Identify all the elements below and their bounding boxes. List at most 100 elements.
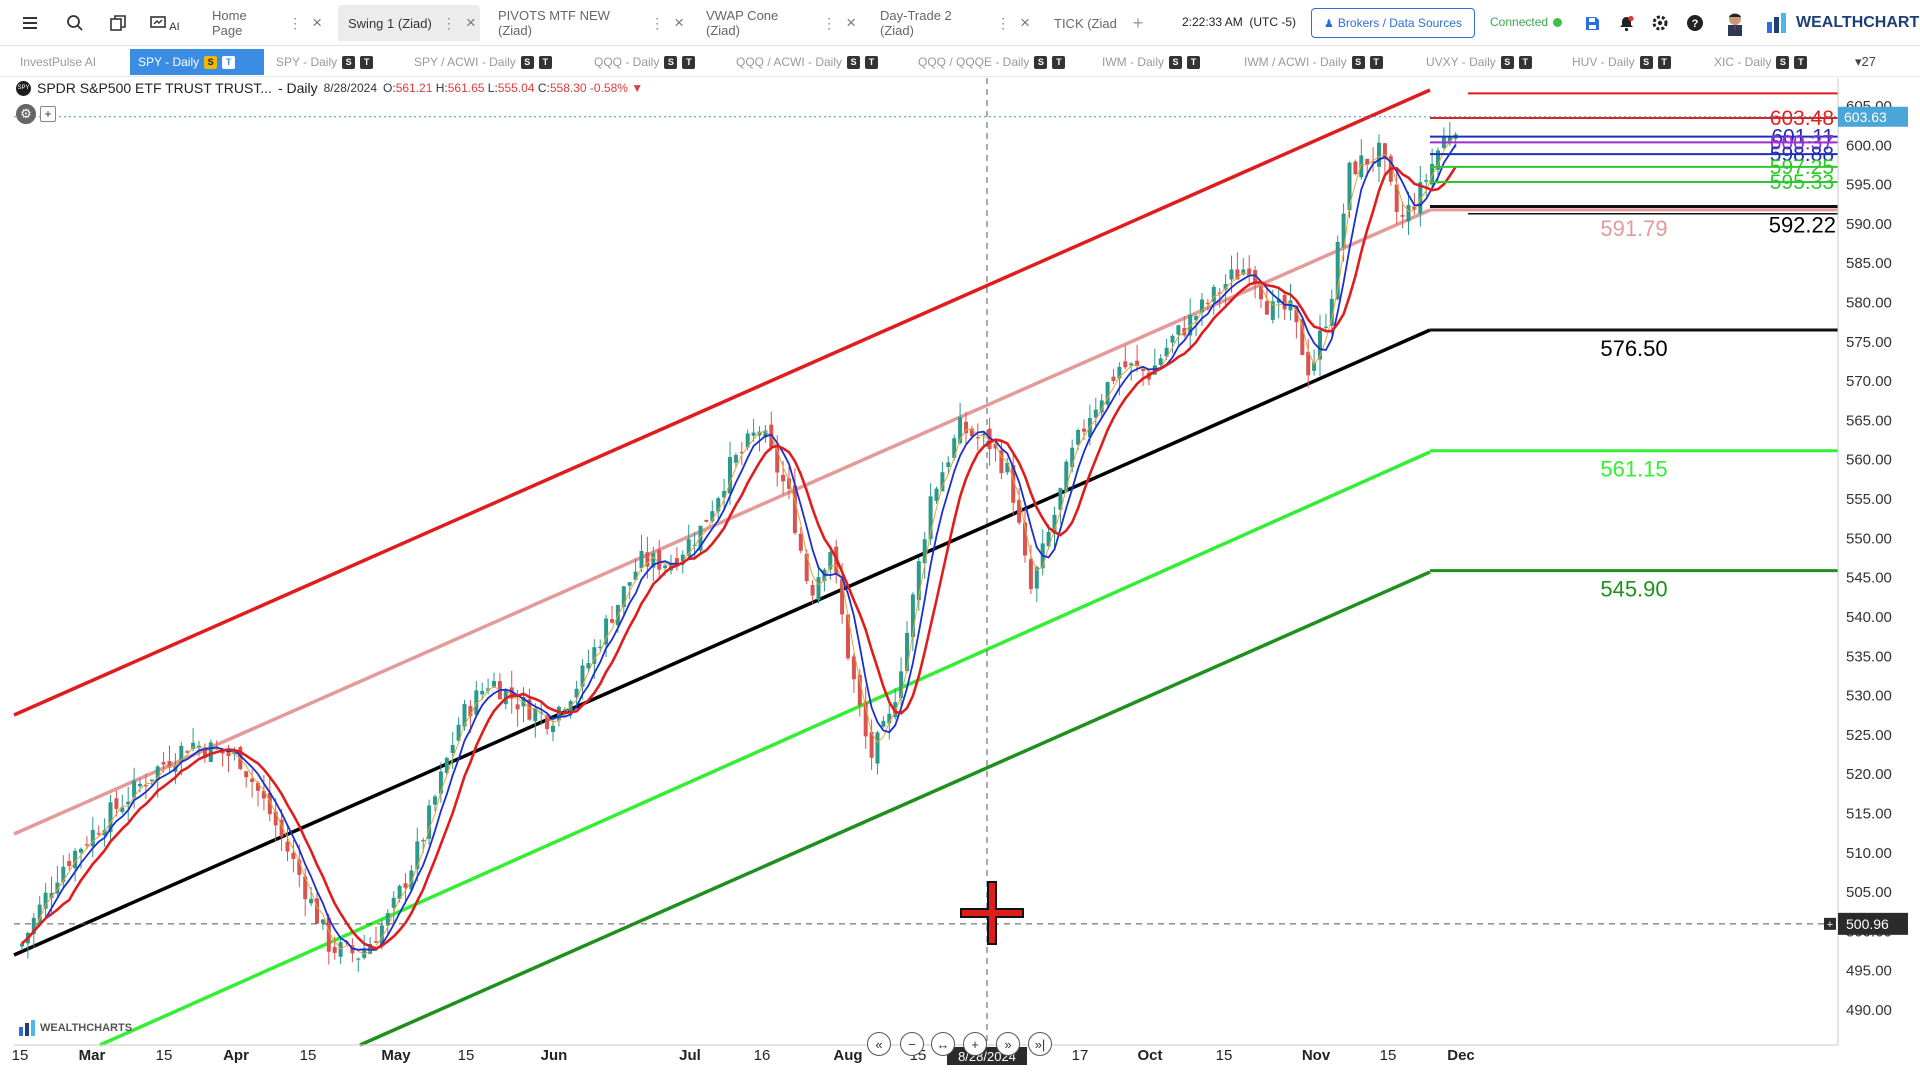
ai-tools-icon[interactable]: AI bbox=[148, 9, 182, 37]
chart-tab-label: SPY / ACWI - Daily bbox=[414, 55, 516, 69]
t-badge[interactable]: T bbox=[1794, 55, 1808, 69]
reset-view-button[interactable]: ↔ bbox=[931, 1032, 955, 1056]
tab-vwap-cone[interactable]: VWAP Cone (Ziad) ⋮ × bbox=[696, 5, 856, 41]
close-icon[interactable]: × bbox=[1020, 13, 1030, 32]
chart-tab-qqq-qqqe[interactable]: QQQ / QQQE - Daily S T bbox=[910, 49, 1090, 75]
chart-tab-xic[interactable]: XIC - Daily S T bbox=[1706, 49, 1836, 75]
chart-tab-investpulse[interactable]: InvestPulse AI bbox=[12, 49, 130, 75]
brokers-button[interactable]: ♟ Brokers / Data Sources bbox=[1311, 8, 1475, 38]
chart-interval[interactable]: - Daily bbox=[277, 80, 318, 96]
tab-menu-icon[interactable]: ⋮ bbox=[441, 14, 456, 31]
close-icon[interactable]: × bbox=[846, 13, 856, 32]
s-badge[interactable]: S bbox=[1034, 55, 1048, 69]
zoom-in-button[interactable]: + bbox=[963, 1032, 987, 1056]
tab-home-page[interactable]: Home Page ⋮ × bbox=[202, 5, 322, 41]
go-to-latest-button[interactable]: »| bbox=[1028, 1032, 1052, 1056]
chart-tab-spy-acwi[interactable]: SPY / ACWI - Daily S T bbox=[406, 49, 586, 75]
price-levels: 603.48601.11600.37598.88597.25595.33592.… bbox=[1430, 92, 1838, 602]
price-level-label: 561.15 bbox=[1600, 457, 1667, 482]
t-badge[interactable]: T bbox=[1187, 55, 1200, 69]
s-badge[interactable]: S bbox=[342, 55, 356, 69]
instrument-name[interactable]: SPDR S&P500 ETF TRUST TRUST... bbox=[37, 80, 272, 96]
s-badge[interactable]: S bbox=[1776, 55, 1790, 69]
avatar[interactable] bbox=[1721, 9, 1749, 37]
settings-gear-icon[interactable]: ⚙ bbox=[16, 104, 36, 124]
time-axis[interactable]: 15 Mar 15 Apr 15 May 15 Jun Jul 16 Aug 15 17 Oct 15 Nov… bbox=[12, 1044, 1838, 1064]
s-badge[interactable]: S bbox=[204, 55, 218, 69]
chevron-down-icon: ▾ bbox=[1855, 54, 1862, 69]
tab-menu-icon[interactable]: ⋮ bbox=[288, 14, 303, 31]
search-icon[interactable] bbox=[61, 9, 89, 37]
candle-body bbox=[792, 485, 797, 533]
s-badge[interactable]: S bbox=[520, 55, 534, 69]
scroll-left-button[interactable]: « bbox=[867, 1032, 891, 1056]
close-icon[interactable]: × bbox=[465, 13, 476, 32]
s-badge[interactable]: S bbox=[847, 55, 861, 69]
tab-menu-icon[interactable]: ⋮ bbox=[996, 14, 1011, 31]
candle-body bbox=[450, 744, 455, 754]
y-tick-label: 580.00 bbox=[1846, 295, 1892, 312]
chart-tab-spy-daily[interactable]: SPY - Daily S T bbox=[268, 49, 404, 75]
bell-icon[interactable] bbox=[1612, 9, 1640, 37]
gear-icon[interactable] bbox=[1646, 9, 1674, 37]
tab-swing-1[interactable]: Swing 1 (Ziad) ⋮ × bbox=[338, 5, 480, 41]
price-chart[interactable]: 603.48601.11600.37598.88597.25595.33592.… bbox=[0, 78, 1920, 1068]
tab-tick[interactable]: TICK (Ziad bbox=[1044, 5, 1120, 41]
candle-body bbox=[20, 943, 24, 947]
t-badge[interactable]: T bbox=[1657, 55, 1671, 69]
person-icon: ♟ bbox=[1324, 17, 1334, 30]
t-badge[interactable]: T bbox=[1369, 55, 1383, 69]
candle-body bbox=[1082, 428, 1086, 432]
t-badge[interactable]: T bbox=[222, 55, 236, 69]
t-badge[interactable]: T bbox=[1052, 55, 1066, 69]
t-badge[interactable]: T bbox=[682, 55, 696, 69]
candle-body bbox=[332, 946, 337, 953]
chart-tab-iwm-acwi[interactable]: IWM / ACWI - Daily S T bbox=[1236, 49, 1416, 75]
s-badge[interactable]: S bbox=[1500, 55, 1514, 69]
chart-tab-iwm[interactable]: IWM - Daily S T bbox=[1094, 49, 1224, 75]
help-icon[interactable]: ? bbox=[1681, 9, 1709, 37]
t-badge[interactable]: T bbox=[1518, 55, 1532, 69]
candle-body bbox=[1365, 158, 1370, 165]
open-value: 561.21 bbox=[395, 81, 433, 95]
candle-body bbox=[1430, 163, 1435, 185]
copy-icon[interactable] bbox=[104, 9, 132, 37]
s-badge[interactable]: S bbox=[1639, 55, 1653, 69]
cursor-cross-icon bbox=[962, 910, 1022, 916]
t-badge[interactable]: T bbox=[360, 55, 374, 69]
watermark-icon bbox=[19, 1020, 35, 1036]
chart-tab-huv[interactable]: HUV - Daily S T bbox=[1564, 49, 1696, 75]
s-badge[interactable]: S bbox=[664, 55, 678, 69]
close-icon[interactable]: × bbox=[312, 13, 322, 32]
t-badge[interactable]: T bbox=[538, 55, 552, 69]
tab-day-trade-2[interactable]: Day-Trade 2 (Ziad) ⋮ × bbox=[870, 5, 1030, 41]
chart-tab-label: UVXY - Daily bbox=[1426, 55, 1496, 69]
s-badge[interactable]: S bbox=[1351, 55, 1365, 69]
chart-tab-uvxy[interactable]: UVXY - Daily S T bbox=[1418, 49, 1558, 75]
add-indicator-icon[interactable]: + bbox=[40, 106, 56, 122]
t-badge[interactable]: T bbox=[865, 55, 879, 69]
candle-body bbox=[1076, 430, 1081, 445]
chart-tab-qqq[interactable]: QQQ - Daily S T bbox=[586, 49, 722, 75]
tab-pivots-mtf[interactable]: PIVOTS MTF NEW (Ziad) ⋮ × bbox=[488, 5, 684, 41]
save-icon[interactable] bbox=[1578, 9, 1606, 37]
candle-body bbox=[763, 430, 768, 438]
chart-tab-qqq-acwi[interactable]: QQQ / ACWI - Daily S T bbox=[728, 49, 908, 75]
candle-body bbox=[1058, 488, 1063, 510]
candle-body bbox=[698, 525, 703, 551]
add-tab-icon[interactable]: + bbox=[1132, 12, 1144, 33]
y-tick-label: 545.00 bbox=[1846, 570, 1892, 587]
candle-body bbox=[138, 783, 142, 787]
price-axis[interactable]: 490.00495.00500.00505.00510.00515.00520.… bbox=[14, 78, 1908, 1045]
s-badge[interactable]: S bbox=[1169, 55, 1182, 69]
tab-menu-icon[interactable]: ⋮ bbox=[650, 14, 665, 31]
close-icon[interactable]: × bbox=[674, 13, 684, 32]
channel-upper-line bbox=[13, 88, 1431, 717]
tab-menu-icon[interactable]: ⋮ bbox=[822, 14, 837, 31]
more-tabs-button[interactable]: ▾27 bbox=[1855, 54, 1876, 70]
last-price-tag bbox=[1838, 106, 1908, 127]
zoom-out-button[interactable]: − bbox=[900, 1032, 924, 1056]
chart-tab-spy-daily-active[interactable]: SPY - Daily S T bbox=[130, 49, 264, 75]
menu-icon[interactable] bbox=[16, 9, 44, 37]
scroll-right-button[interactable]: » bbox=[996, 1032, 1020, 1056]
